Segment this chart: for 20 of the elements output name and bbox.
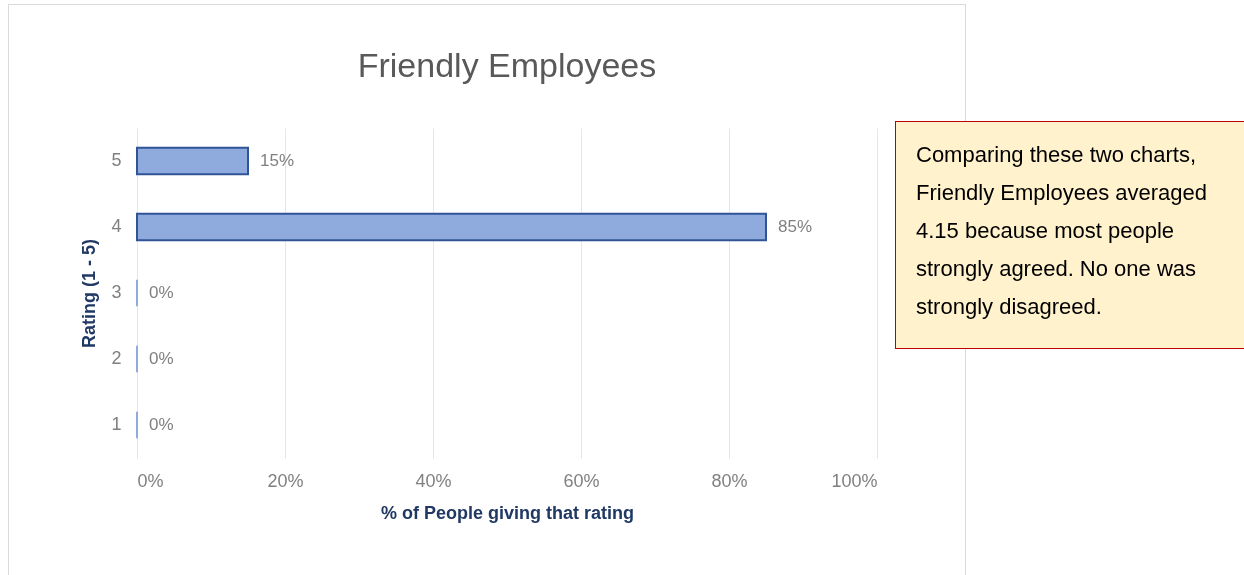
y-tick-label: 3	[111, 282, 122, 302]
x-tick-label: 40%	[415, 470, 452, 491]
data-label: 0%	[149, 349, 174, 368]
y-tick-label: 4	[111, 216, 122, 236]
x-tick-label: 80%	[711, 470, 748, 491]
data-label: 15%	[260, 151, 295, 170]
text: Comparing these two charts, Friendly Employees averaged 4.15 because most people strongly agreed. No one was strongly disagreed.	[895, 121, 1244, 349]
y-axis-title: Rating (1 - 5)	[79, 238, 100, 349]
y-tick-label: 1	[111, 414, 122, 434]
y-tick-label: 5	[111, 150, 122, 170]
y-tick-label: 2	[111, 348, 122, 368]
x-tick-label: 60%	[563, 470, 600, 491]
x-tick-label: 0%	[137, 470, 164, 491]
x-axis-title: % of People giving that rating	[380, 502, 635, 523]
data-label: 85%	[778, 217, 813, 236]
data-label: 0%	[149, 415, 174, 434]
data-label: 0%	[149, 283, 174, 302]
x-tick-label: 20%	[267, 470, 304, 491]
x-tick-label: 100%	[831, 470, 878, 491]
chart-title: Friendly Employees	[357, 46, 657, 84]
